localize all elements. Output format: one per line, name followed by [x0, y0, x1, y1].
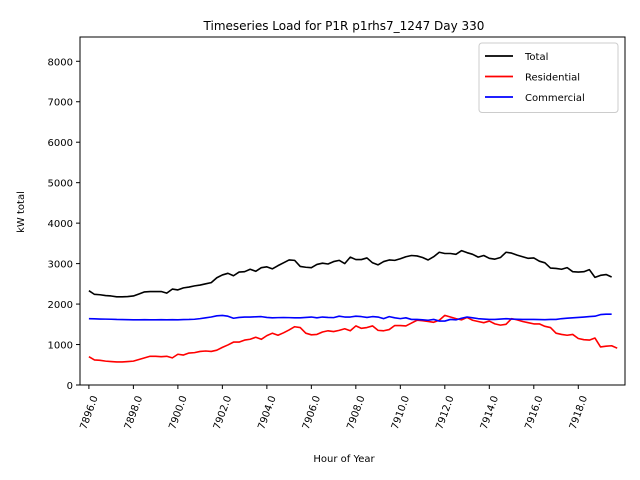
- legend-label-commercial: Commercial: [525, 93, 585, 104]
- y-tick-label: 5000: [48, 179, 73, 190]
- y-axis-label: kW total: [16, 191, 27, 233]
- plot-frame: [79, 36, 626, 386]
- y-tick-label: 0: [67, 381, 73, 392]
- x-axis-label: Hour of Year: [313, 454, 375, 465]
- y-tick-label: 1000: [48, 341, 73, 352]
- y-axis: 0 1000 2000 3000 4000 5000 6000 7000 8000: [48, 57, 80, 392]
- series-lines: [88, 249, 618, 363]
- y-tick-label: 8000: [48, 57, 73, 68]
- legend-box: [478, 42, 619, 113]
- y-tick-label: 6000: [48, 138, 73, 149]
- y-tick-label: 3000: [48, 260, 73, 271]
- legend-label-residential: Residential: [525, 73, 580, 84]
- legend: Total Residential Commercial: [478, 42, 619, 113]
- y-tick-label: 2000: [48, 300, 73, 311]
- plot-area: [79, 36, 626, 386]
- series-line-commercial: [88, 313, 612, 322]
- y-tick-label: 7000: [48, 98, 73, 109]
- series-line-total: [88, 249, 612, 298]
- series-line-residential: [88, 314, 618, 363]
- chart-title: Timeseries Load for P1R p1rhs7_1247 Day …: [203, 19, 485, 33]
- y-tick-label: 4000: [48, 219, 73, 230]
- legend-label-total: Total: [524, 52, 548, 63]
